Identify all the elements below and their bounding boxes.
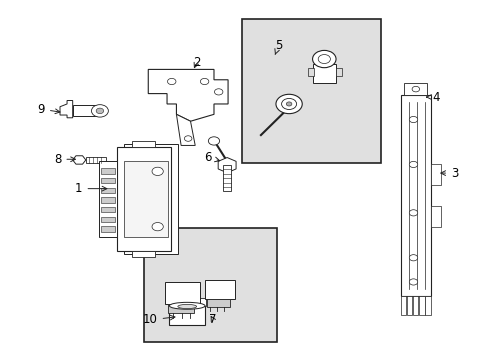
Bar <box>400 296 406 315</box>
Bar <box>116 147 170 251</box>
Bar <box>101 207 115 212</box>
Bar <box>164 282 200 305</box>
Ellipse shape <box>169 302 204 309</box>
Polygon shape <box>176 114 195 145</box>
Bar <box>407 296 411 315</box>
Bar <box>335 68 341 76</box>
Bar <box>412 296 418 315</box>
Circle shape <box>200 78 208 85</box>
Polygon shape <box>73 156 86 164</box>
Bar <box>101 197 115 203</box>
Circle shape <box>285 102 291 106</box>
Circle shape <box>411 86 419 92</box>
Text: 5: 5 <box>274 39 282 54</box>
Ellipse shape <box>178 305 196 309</box>
Bar <box>86 157 105 163</box>
Circle shape <box>318 55 330 63</box>
Text: 10: 10 <box>142 314 175 327</box>
Circle shape <box>214 89 223 95</box>
Bar <box>223 165 231 191</box>
Circle shape <box>91 105 108 117</box>
Text: 3: 3 <box>440 167 457 180</box>
Bar <box>73 105 98 116</box>
Text: 4: 4 <box>426 91 439 104</box>
Bar <box>400 95 430 296</box>
Circle shape <box>408 161 417 167</box>
Bar <box>430 206 441 227</box>
Circle shape <box>96 108 103 114</box>
Circle shape <box>408 116 417 123</box>
Bar <box>168 305 194 313</box>
Bar <box>123 161 168 237</box>
Circle shape <box>408 210 417 216</box>
Bar <box>169 306 204 325</box>
Bar <box>307 68 313 76</box>
Bar <box>204 280 235 299</box>
Bar <box>101 188 115 193</box>
Circle shape <box>408 279 417 285</box>
Text: 7: 7 <box>209 314 216 327</box>
Circle shape <box>184 136 191 141</box>
Circle shape <box>152 222 163 231</box>
Bar <box>425 296 430 315</box>
Bar <box>430 165 441 185</box>
Circle shape <box>312 50 335 68</box>
Circle shape <box>281 98 296 109</box>
Polygon shape <box>218 158 236 173</box>
Bar <box>143 228 277 342</box>
Bar <box>132 141 155 147</box>
Bar <box>101 217 115 222</box>
Circle shape <box>208 137 219 145</box>
Bar <box>195 298 205 306</box>
Circle shape <box>152 167 163 176</box>
Circle shape <box>408 255 417 261</box>
Polygon shape <box>60 100 73 118</box>
Bar <box>206 299 230 307</box>
Bar <box>99 161 116 237</box>
Bar <box>101 226 115 232</box>
Text: 1: 1 <box>75 182 106 195</box>
Bar <box>101 178 115 184</box>
Bar <box>132 251 155 257</box>
Bar <box>101 168 115 174</box>
Bar <box>419 296 424 315</box>
Circle shape <box>167 78 176 85</box>
Bar <box>404 83 427 95</box>
Text: 8: 8 <box>54 153 75 166</box>
Text: 9: 9 <box>38 103 60 116</box>
Polygon shape <box>148 69 227 121</box>
Bar <box>242 19 380 163</box>
Text: 6: 6 <box>203 151 219 164</box>
Bar <box>123 144 177 254</box>
Circle shape <box>275 94 302 114</box>
Text: 2: 2 <box>192 56 200 69</box>
Bar <box>312 64 335 83</box>
